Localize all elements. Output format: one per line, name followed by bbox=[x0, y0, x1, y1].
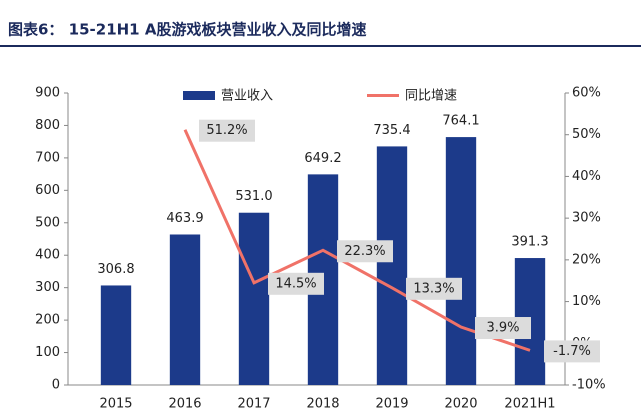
x-tick-label: 2016 bbox=[168, 397, 201, 410]
legend-label: 营业收入 bbox=[221, 89, 273, 104]
x-tick-label: 2020 bbox=[444, 397, 477, 410]
x-tick-label: 2015 bbox=[99, 397, 132, 410]
line-label: 22.3% bbox=[344, 244, 385, 259]
y2-tick-label: -10% bbox=[572, 378, 606, 393]
bar-label: 463.9 bbox=[166, 211, 203, 226]
bar-label: 391.3 bbox=[511, 235, 548, 250]
bar-label: 764.1 bbox=[442, 114, 479, 129]
bar-label: 306.8 bbox=[97, 262, 134, 277]
x-tick-label: 2019 bbox=[375, 397, 408, 410]
bar bbox=[169, 234, 201, 385]
label-box bbox=[268, 272, 324, 295]
bar-label: 531.0 bbox=[235, 189, 272, 204]
bar-label: 735.4 bbox=[373, 123, 410, 138]
legend-label: 同比增速 bbox=[405, 89, 457, 104]
y-tick-label: 600 bbox=[35, 183, 60, 198]
x-tick-label: 2018 bbox=[306, 397, 339, 410]
y2-tick-label: 10% bbox=[572, 294, 601, 309]
y-tick-label: 700 bbox=[35, 150, 60, 165]
line-label: -1.7% bbox=[553, 344, 591, 359]
legend-swatch bbox=[183, 91, 215, 100]
label-box bbox=[475, 317, 531, 340]
chart-title: 图表6： 15-21H1 A股游戏板块营业收入及同比增速 bbox=[8, 21, 366, 39]
x-tick-label: 2021H1 bbox=[504, 397, 555, 410]
y-tick-label: 500 bbox=[35, 215, 60, 230]
y-tick-label: 900 bbox=[35, 86, 60, 101]
line bbox=[183, 129, 531, 352]
label-box bbox=[544, 340, 600, 363]
y-tick-label: 100 bbox=[35, 345, 60, 360]
line-label: 3.9% bbox=[486, 321, 519, 336]
y-tick-label: 0 bbox=[52, 378, 60, 393]
bar bbox=[100, 285, 132, 385]
bar bbox=[376, 146, 408, 385]
label-box bbox=[337, 240, 393, 263]
y2-tick-label: 20% bbox=[572, 252, 601, 267]
line-label: 51.2% bbox=[206, 123, 247, 138]
label-box bbox=[406, 277, 462, 300]
y2-tick-label: 30% bbox=[572, 211, 601, 226]
y-tick-label: 300 bbox=[35, 280, 60, 295]
bar bbox=[445, 137, 477, 385]
bar-label: 649.2 bbox=[304, 151, 341, 166]
line-label: 13.3% bbox=[413, 281, 454, 296]
y-tick-label: 200 bbox=[35, 313, 60, 328]
y-tick-label: 800 bbox=[35, 118, 60, 133]
bar bbox=[238, 212, 270, 385]
y2-tick-label: 40% bbox=[572, 169, 601, 184]
line-label: 14.5% bbox=[275, 276, 316, 291]
label-box bbox=[199, 119, 255, 142]
y2-tick-label: 60% bbox=[572, 86, 601, 101]
y-tick-label: 400 bbox=[35, 248, 60, 263]
x-tick-label: 2017 bbox=[237, 397, 270, 410]
y2-tick-label: 50% bbox=[572, 127, 601, 142]
